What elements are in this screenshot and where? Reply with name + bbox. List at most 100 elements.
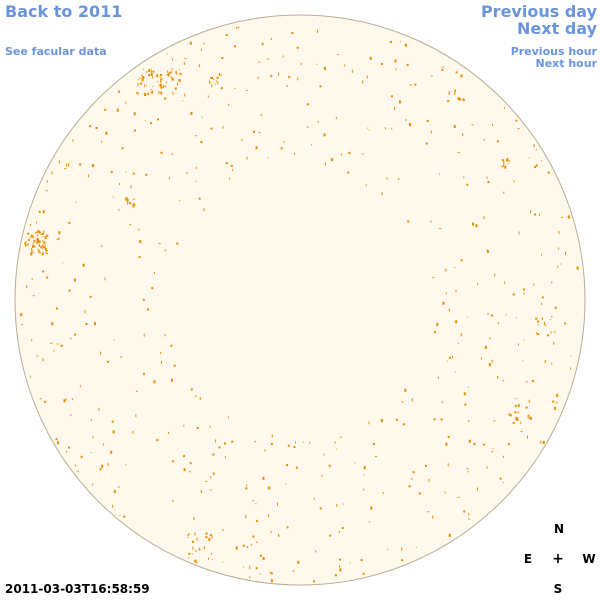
facula-dot — [63, 399, 66, 403]
facula-dot — [252, 535, 255, 538]
facula-dot — [467, 470, 469, 473]
next-day-link[interactable]: Next day — [517, 19, 597, 38]
facula-dot — [148, 70, 150, 72]
back-to-year-link[interactable]: Back to 2011 — [5, 2, 123, 21]
facula-dot — [415, 546, 417, 548]
facula-dot — [147, 308, 149, 311]
facula-dot — [306, 126, 309, 128]
facula-dot — [38, 210, 41, 213]
facula-dot — [270, 37, 272, 40]
previous-hour-link[interactable]: Previous hour — [510, 45, 597, 58]
facula-dot — [488, 363, 491, 367]
facula-dot — [381, 192, 383, 196]
facula-dot — [131, 205, 134, 207]
facula-dot — [433, 331, 436, 334]
facula-dot — [282, 55, 284, 58]
facula-dot — [335, 117, 337, 119]
facula-dot — [463, 392, 466, 396]
facula-dot — [31, 278, 33, 281]
facula-dot — [473, 442, 476, 445]
facula-dot — [205, 532, 208, 535]
facula-dot — [528, 399, 530, 403]
facula-dot — [132, 198, 135, 200]
facula-dot — [242, 544, 245, 547]
facula-dot — [113, 339, 115, 341]
facula-dot — [437, 376, 439, 379]
facula-dot — [455, 71, 458, 74]
facula-dot — [543, 321, 545, 325]
facula-dot — [558, 231, 560, 235]
facula-dot — [45, 251, 47, 254]
facula-dot — [68, 221, 71, 224]
facula-dot — [475, 224, 478, 228]
facula-dot — [366, 75, 368, 79]
facula-dot — [134, 203, 136, 207]
facula-dot — [50, 342, 53, 344]
facula-dot — [142, 76, 145, 80]
facula-dot — [72, 139, 74, 142]
facula-dot — [463, 176, 465, 179]
facula-dot — [363, 474, 365, 476]
facula-dot — [133, 129, 136, 132]
facula-dot — [176, 242, 179, 245]
facula-dot — [402, 423, 405, 426]
facula-dot — [68, 446, 70, 449]
facula-dot — [430, 75, 433, 77]
facula-dot — [37, 234, 39, 237]
facula-dot — [247, 546, 249, 549]
facula-dot — [533, 283, 535, 286]
facula-dot — [38, 250, 40, 252]
see-facular-data-link[interactable]: See facular data — [5, 45, 107, 58]
facula-dot — [486, 250, 489, 253]
facula-dot — [454, 89, 457, 92]
facula-dot — [58, 231, 61, 235]
facula-dot — [522, 360, 524, 362]
facula-dot — [253, 500, 254, 502]
facula-dot — [398, 177, 400, 180]
facula-dot — [492, 123, 493, 126]
facula-dot — [184, 93, 186, 97]
facula-dot — [447, 100, 450, 103]
facula-dot — [453, 125, 456, 128]
facula-dot — [384, 127, 386, 130]
facula-dot — [110, 450, 113, 454]
compass-center-icon: + — [552, 551, 564, 567]
facula-dot — [38, 250, 40, 254]
facula-dot — [404, 43, 407, 47]
facula-dot — [466, 468, 469, 470]
facula-dot — [195, 549, 197, 552]
facula-dot — [414, 83, 417, 86]
facula-dot — [328, 464, 331, 467]
facula-dot — [210, 553, 212, 555]
facula-dot — [406, 63, 409, 66]
facula-dot — [94, 322, 96, 326]
facula-dot — [192, 540, 194, 543]
facula-dot — [148, 74, 151, 77]
facula-dot — [459, 98, 462, 101]
previous-day-link[interactable]: Previous day — [480, 2, 597, 21]
facula-dot — [554, 306, 557, 309]
facula-dot — [37, 230, 40, 234]
facula-dot — [167, 70, 169, 73]
facula-dot — [489, 337, 491, 339]
facula-dot — [249, 566, 251, 570]
facula-dot — [194, 532, 196, 536]
facula-dot — [209, 489, 212, 491]
facula-dot — [231, 169, 233, 172]
facula-dot — [225, 34, 228, 36]
facula-dot — [427, 511, 430, 513]
facula-dot — [73, 278, 76, 282]
next-hour-link[interactable]: Next hour — [535, 57, 598, 70]
facula-dot — [516, 417, 519, 421]
facula-dot — [542, 440, 545, 444]
facula-dot — [164, 249, 166, 252]
facula-dot — [460, 74, 463, 78]
facula-dot — [30, 252, 33, 256]
facula-dot — [153, 380, 156, 384]
facula-dot — [90, 419, 92, 422]
facula-dot — [170, 378, 173, 382]
facula-dot — [103, 443, 105, 446]
facula-dot — [172, 460, 175, 463]
facula-dot — [116, 108, 119, 112]
facula-dot — [145, 85, 147, 87]
